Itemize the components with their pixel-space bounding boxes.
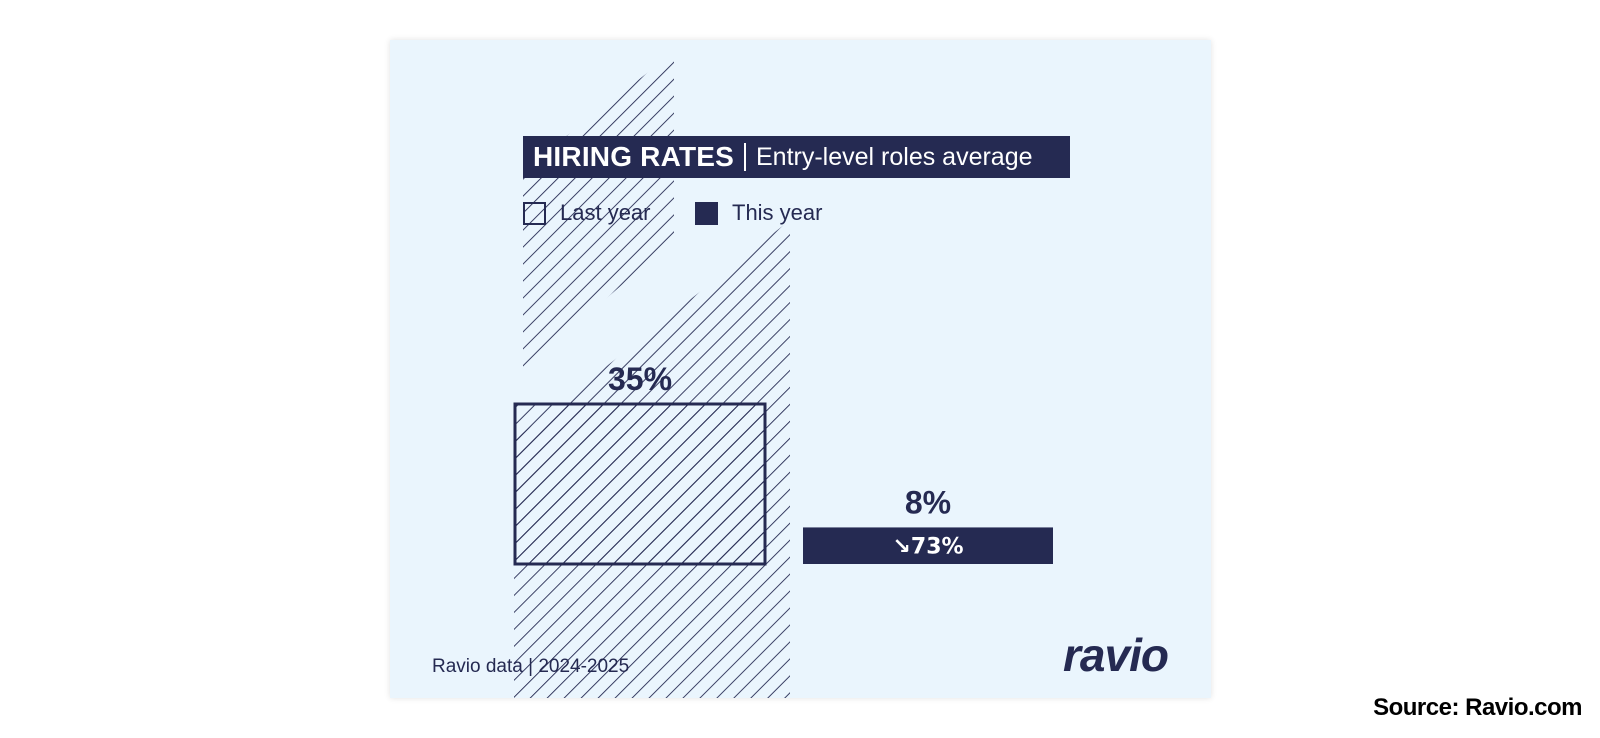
bar-last-year	[513, 402, 767, 566]
value-label-this-year: 8%	[905, 484, 951, 520]
source-credit: Source: Ravio.com	[1373, 694, 1582, 721]
bar-this-year	[803, 527, 1053, 564]
title-subtitle: Entry-level roles average	[756, 142, 1033, 171]
chart-card: 35% 8% ↘73% HIRING RATES Entry-level roles…	[390, 40, 1211, 698]
chart-title: HIRING RATES Entry-level roles average	[523, 136, 1070, 178]
title-main: HIRING RATES	[533, 141, 734, 172]
legend-swatch-filled	[695, 201, 718, 225]
legend-label-this-year: This year	[732, 200, 823, 225]
legend-item-last-year: Last year	[523, 200, 651, 226]
footer-source-note: Ravio data | 2024-2025	[432, 656, 630, 677]
ravio-logo: ravio	[1063, 629, 1169, 681]
change-label: ↘73%	[892, 535, 963, 560]
title-separator	[744, 143, 746, 171]
value-label-last-year: 35%	[608, 361, 672, 397]
legend-item-this-year: This year	[695, 200, 822, 226]
legend-swatch-outline	[523, 201, 546, 225]
legend-label-last-year: Last year	[560, 200, 651, 225]
bar-chart: 35% 8% ↘73%	[513, 52, 1053, 698]
